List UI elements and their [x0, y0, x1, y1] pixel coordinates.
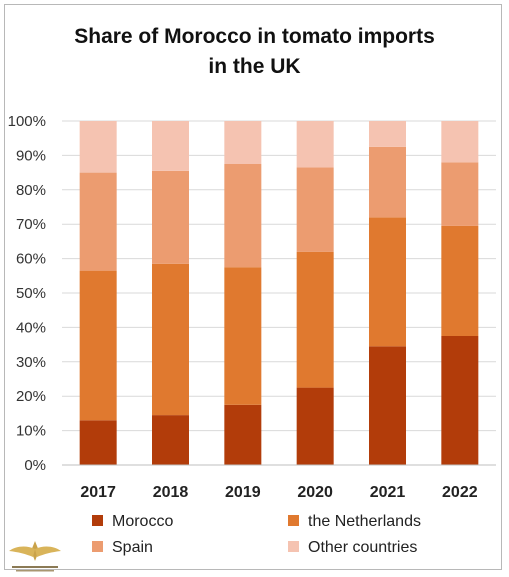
bar-segment-morocco: [369, 346, 406, 465]
legend-label-other-countries: Other countries: [308, 539, 418, 556]
x-tick-label: 2018: [153, 484, 189, 501]
bar-segment-morocco: [79, 420, 117, 465]
legend-swatch-morocco: [92, 514, 103, 526]
bar-segment-the-netherlands: [152, 263, 189, 416]
y-tick-label: 90%: [16, 147, 46, 164]
legend-label-morocco: Morocco: [112, 513, 174, 530]
bar-segment-morocco: [224, 404, 262, 465]
watermark-logo: [9, 541, 61, 572]
y-tick-label: 50%: [16, 285, 46, 302]
legend-swatch-other-countries: [288, 540, 299, 552]
x-tick-label: 2020: [297, 484, 333, 501]
legend-item-morocco: Morocco: [92, 512, 173, 532]
y-tick-label: 40%: [16, 319, 46, 336]
bar-segment-the-netherlands: [369, 217, 406, 347]
y-tick-label: 80%: [16, 182, 46, 199]
bar-segment-the-netherlands: [441, 225, 479, 336]
y-tick-label: 20%: [16, 388, 46, 405]
bar-segment-morocco: [296, 387, 334, 465]
bar-segment-the-netherlands: [224, 267, 262, 405]
bar-segment-spain: [441, 162, 479, 226]
y-tick-label: 70%: [16, 216, 46, 233]
bar-segment-other-countries: [152, 121, 189, 171]
bar-segment-spain: [369, 146, 406, 218]
bar-segment-spain: [152, 170, 189, 264]
legend-label-netherlands: the Netherlands: [308, 513, 421, 530]
y-tick-label: 100%: [8, 113, 46, 130]
y-tick-label: 60%: [16, 251, 46, 268]
bar-segment-morocco: [441, 336, 479, 465]
y-tick-label: 30%: [16, 354, 46, 371]
legend-swatch-spain: [92, 540, 103, 552]
x-tick-label: 2022: [442, 484, 478, 501]
chart-title-line-2: in the UK: [208, 55, 301, 78]
bar-segment-morocco: [152, 415, 189, 465]
legend-item-spain: Spain: [92, 538, 153, 558]
legend-item-netherlands: the Netherlands: [288, 512, 421, 532]
x-tick-label: 2017: [80, 484, 116, 501]
y-tick-label: 10%: [16, 423, 46, 440]
bar-segment-the-netherlands: [79, 270, 117, 421]
bar-segment-other-countries: [224, 121, 262, 164]
bar-segment-the-netherlands: [296, 251, 334, 388]
chart-title: Share of Morocco in tomato imports in th…: [0, 22, 509, 82]
legend-label-spain: Spain: [112, 539, 153, 556]
bar-segment-other-countries: [369, 121, 406, 147]
bar-segment-spain: [296, 167, 334, 252]
bar-segment-spain: [224, 164, 262, 268]
legend-swatch-netherlands: [288, 514, 299, 526]
bar-segment-other-countries: [79, 121, 117, 173]
legend-item-other-countries: Other countries: [288, 538, 417, 558]
bar-segment-other-countries: [296, 121, 334, 168]
bar-segment-other-countries: [441, 121, 479, 163]
chart-title-line-1: Share of Morocco in tomato imports: [74, 25, 435, 48]
x-tick-label: 2019: [225, 484, 261, 501]
bar-segment-spain: [79, 172, 117, 271]
y-tick-label: 0%: [24, 457, 46, 474]
x-tick-label: 2021: [370, 484, 406, 501]
